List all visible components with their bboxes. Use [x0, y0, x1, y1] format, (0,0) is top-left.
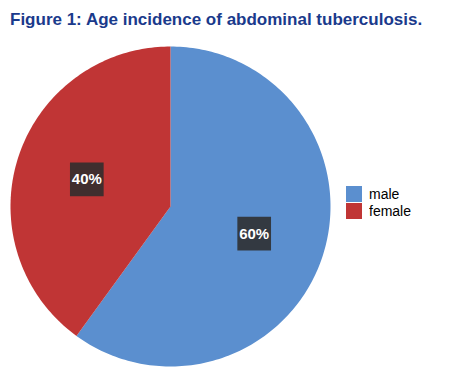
svg-text:60%: 60% [239, 225, 269, 242]
html-text:Figure 1: Age incidence of abd: Figure 1: Age incidence of abdominal tub… [10, 10, 423, 29]
html-text:female: female [369, 202, 411, 219]
svg-text:40%: 40% [72, 170, 102, 187]
html-text:male: male [369, 185, 400, 202]
